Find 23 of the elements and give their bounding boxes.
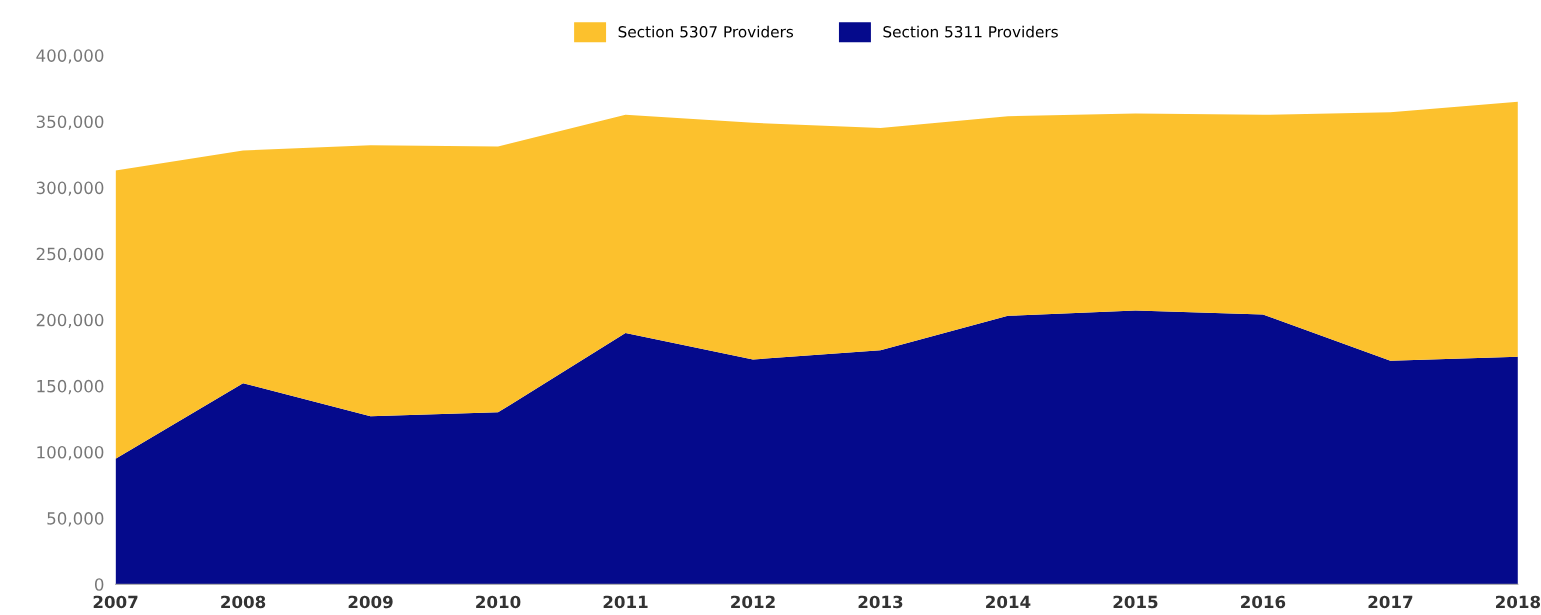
x-tick-label: 2010 xyxy=(476,595,521,609)
y-tick-label: 300,000 xyxy=(36,181,104,196)
x-tick-label: 2018 xyxy=(1496,595,1541,609)
y-tick-label: 250,000 xyxy=(36,247,104,262)
x-tick-label: 2007 xyxy=(93,595,138,609)
x-tick-label: 2013 xyxy=(858,595,903,609)
x-tick-label: 2009 xyxy=(348,595,393,609)
x-tick-label: 2017 xyxy=(1368,595,1413,609)
y-tick-label: 400,000 xyxy=(36,49,104,64)
y-tick-label: 100,000 xyxy=(37,445,104,461)
x-tick-label: 2011 xyxy=(603,595,648,609)
x-tick-label: 2015 xyxy=(1113,595,1158,609)
legend-label: Section 5311 Providers xyxy=(883,25,1058,38)
y-tick-label: 0 xyxy=(94,578,104,591)
y-tick-label: 350,000 xyxy=(36,115,104,130)
x-tick-label: 2008 xyxy=(221,595,266,609)
x-tick-label: 2014 xyxy=(986,595,1031,609)
y-tick-label: 200,000 xyxy=(36,313,104,329)
y-tick-label: 50,000 xyxy=(47,512,104,527)
x-tick-label: 2016 xyxy=(1241,595,1286,609)
legend-label: Section 5307 Providers xyxy=(618,25,794,38)
x-tick-label: 2012 xyxy=(731,595,775,609)
y-tick-label: 150,000 xyxy=(37,379,104,395)
